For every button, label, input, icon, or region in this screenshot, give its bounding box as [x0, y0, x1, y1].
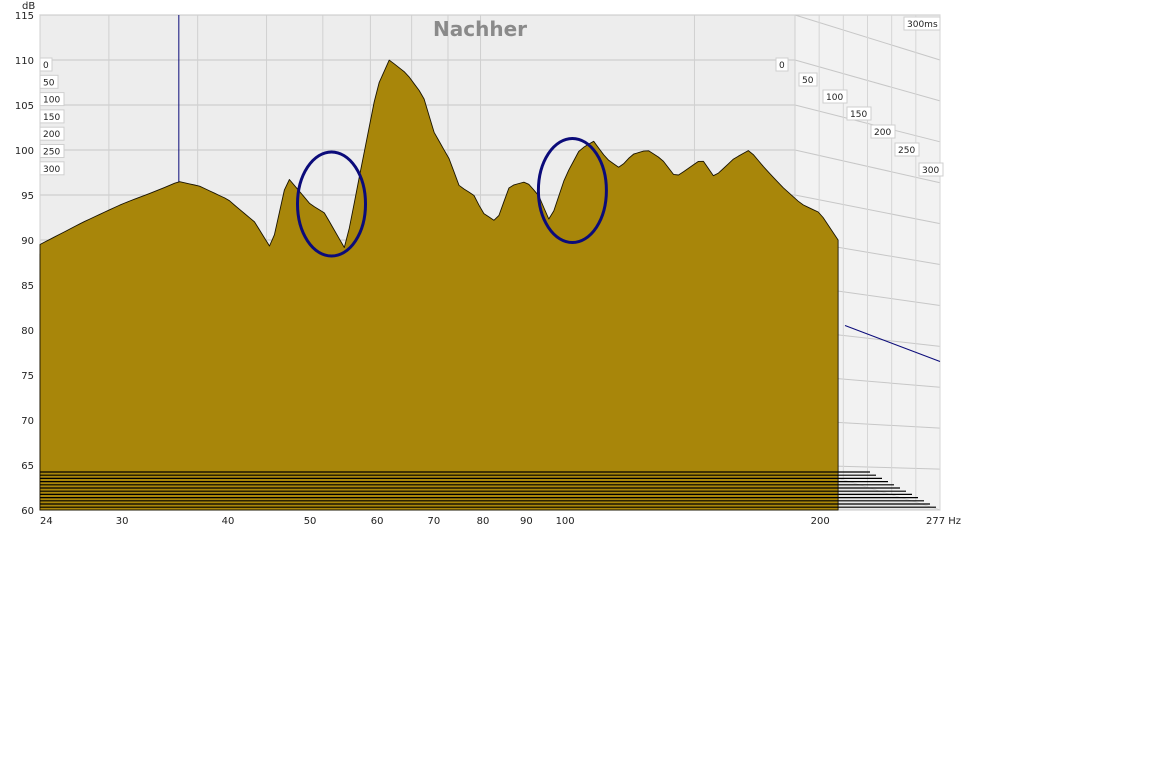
x-tick-label: 200: [811, 516, 830, 527]
time-label-right-box: [798, 72, 818, 87]
y-tick-label: 115: [15, 11, 34, 22]
time-label-left-box: [39, 161, 65, 176]
time-label-left: 150: [43, 113, 60, 123]
y-axis-label: dB: [22, 1, 35, 12]
time-label-right: 50: [802, 76, 814, 86]
x-tick-label: 30: [116, 516, 129, 527]
time-axis-label: 300ms: [907, 20, 938, 30]
time-label-left: 200: [43, 130, 60, 140]
time-label-left-box: [39, 74, 59, 89]
y-tick-label: 90: [21, 236, 34, 247]
annotation-ellipse: [536, 137, 608, 244]
time-label-left-box: [39, 109, 65, 124]
time-labels: 0 50 100 150 200 250 300 0 50 100 150 200 250 300 300m…: [39, 16, 944, 177]
time-label-right-box: [918, 162, 944, 177]
x-tick-label: 90: [520, 516, 533, 527]
x-tick-label: 100: [556, 516, 575, 527]
time-label-right-box: [822, 89, 848, 104]
x-tick-label: 80: [477, 516, 490, 527]
time-label-left: 0: [43, 61, 49, 71]
y-tick-label: 85: [21, 281, 34, 292]
y-tick-label: 100: [15, 146, 34, 157]
time-label-right: 200: [874, 128, 891, 138]
time-label-right: 300: [922, 166, 939, 176]
y-tick-label: 65: [21, 461, 34, 472]
time-label-left: 100: [43, 96, 60, 106]
time-label-right-box: [775, 57, 789, 72]
time-axis-label-box: [903, 16, 941, 31]
x-tick-label: 24: [40, 516, 53, 527]
y-tick-label: 75: [21, 371, 34, 382]
annotation-ellipse: [296, 150, 368, 258]
time-label-left-box: [39, 92, 65, 107]
y-tick-label: 60: [21, 506, 34, 517]
time-label-left-box: [39, 57, 53, 72]
x-tick-label: 60: [371, 516, 384, 527]
time-label-left-box: [39, 126, 65, 141]
time-label-right-box: [846, 106, 872, 121]
chart-title: Nachher: [433, 17, 527, 41]
time-label-right-box: [870, 124, 896, 139]
y-tick-label: 70: [21, 416, 34, 427]
annotations: [296, 137, 608, 258]
time-label-left: 250: [43, 148, 60, 158]
y-axis-ticks: 115 110 105 100 95 90 85 80 75 70 65 60: [15, 11, 34, 517]
time-label-right: 150: [850, 110, 867, 120]
time-label-right: 250: [898, 146, 915, 156]
x-tick-label: 50: [304, 516, 317, 527]
waterfall-slices: [39, 59, 839, 511]
time-label-left: 300: [43, 165, 60, 175]
time-label-left: 50: [43, 78, 55, 88]
marker-line-side: [844, 325, 941, 362]
y-tick-label: 80: [21, 326, 34, 337]
floor-lines: [40, 471, 936, 508]
x-tick-label: 277 Hz: [926, 516, 961, 527]
y-tick-label: 95: [21, 191, 34, 202]
x-tick-label: 70: [428, 516, 441, 527]
time-label-right: 0: [779, 61, 785, 71]
time-label-right-box: [894, 142, 920, 157]
y-tick-label: 110: [15, 56, 34, 67]
x-tick-label: 40: [222, 516, 235, 527]
x-axis-ticks: 24 30 40 50 60 70 80 90 100 200 277 Hz: [40, 516, 961, 527]
waterfall-slice: [39, 59, 839, 511]
time-label-right: 100: [826, 93, 843, 103]
y-tick-label: 105: [15, 101, 34, 112]
time-label-left-box: [39, 144, 65, 158]
